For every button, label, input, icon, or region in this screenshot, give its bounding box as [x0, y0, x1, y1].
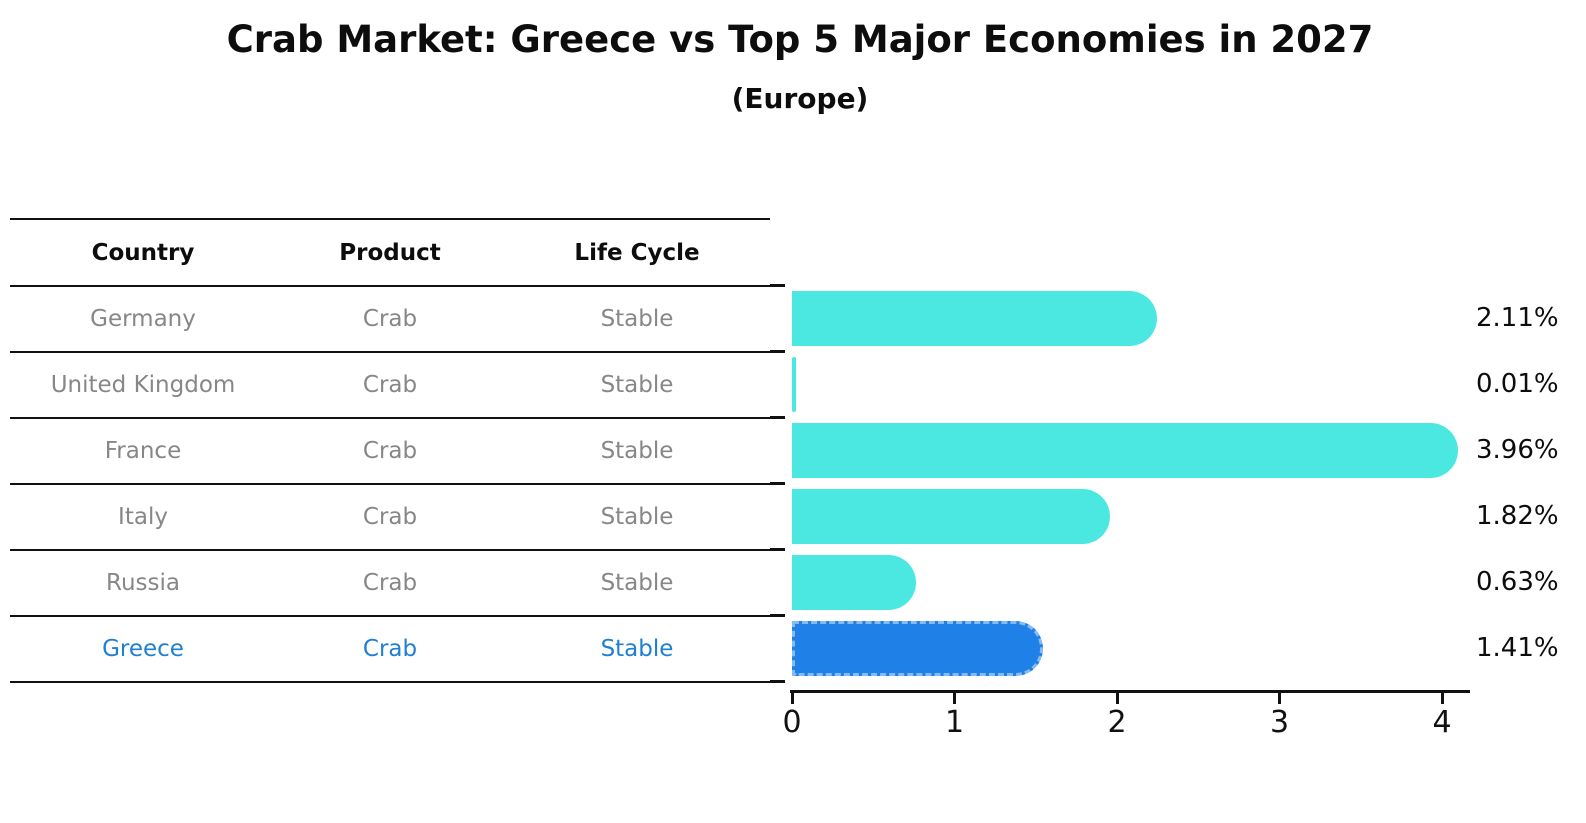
life-cycle-cell: Stable	[600, 438, 674, 464]
chart-title: Crab Market: Greece vs Top 5 Major Econo…	[226, 18, 1374, 61]
country-cell: Greece	[102, 636, 184, 662]
product-cell: Crab	[362, 306, 418, 332]
y-axis-tick	[770, 548, 785, 551]
value-label-france: 3.96%	[1476, 435, 1559, 465]
table-row-greece: Greece Crab Stable	[10, 617, 770, 683]
product-cell: Crab	[362, 570, 418, 596]
bar-france	[792, 423, 1458, 478]
x-tick-label: 3	[1269, 705, 1290, 740]
product-cell: Crab	[362, 636, 418, 662]
y-axis-tick	[770, 614, 785, 617]
product-cell: Crab	[362, 372, 418, 398]
country-cell: France	[104, 438, 182, 464]
bar-russia	[792, 555, 917, 610]
life-cycle-cell: Stable	[600, 306, 674, 332]
value-label-italy: 1.82%	[1476, 501, 1559, 531]
table-row-france: France Crab Stable	[10, 419, 770, 485]
column-header-life-cycle: Life Cycle	[574, 239, 700, 266]
country-cell: United Kingdom	[50, 372, 236, 398]
table-row-germany: Germany Crab Stable	[10, 287, 770, 353]
bar-united-kingdom	[792, 357, 796, 412]
x-tick-label: 1	[944, 705, 965, 740]
product-cell: Crab	[362, 438, 418, 464]
table-row-russia: Russia Crab Stable	[10, 551, 770, 617]
country-cell: Germany	[90, 306, 196, 332]
y-axis-tick	[770, 416, 785, 419]
life-cycle-cell: Stable	[600, 504, 674, 530]
x-axis-tick	[953, 693, 956, 704]
x-tick-label: 4	[1432, 705, 1452, 740]
y-axis-tick	[770, 284, 785, 287]
column-header-product: Product	[339, 239, 441, 266]
life-cycle-cell: Stable	[600, 636, 674, 662]
value-label-united-kingdom: 0.01%	[1476, 369, 1559, 399]
country-cell: Russia	[106, 570, 180, 596]
life-cycle-cell: Stable	[600, 372, 674, 398]
table-row-united-kingdom: United Kingdom Crab Stable	[10, 353, 770, 419]
y-axis-tick	[770, 482, 785, 485]
product-cell: Crab	[362, 504, 418, 530]
country-cell: Italy	[118, 504, 168, 530]
life-cycle-cell: Stable	[600, 570, 674, 596]
table-row-italy: Italy Crab Stable	[10, 485, 770, 551]
x-axis-tick	[790, 693, 794, 704]
x-axis-tick	[1115, 693, 1119, 704]
value-label-greece: 1.41%	[1476, 633, 1559, 663]
table-header-row: Country Product Life Cycle	[10, 220, 770, 287]
country-table: Country Product Life Cycle Germany Crab St…	[10, 218, 770, 683]
plot-area: 0 1 2 3 4	[770, 284, 1470, 740]
bar-italy	[792, 489, 1110, 544]
bar-greece	[792, 621, 1044, 676]
x-axis-tick	[1440, 693, 1444, 704]
y-axis-tick	[770, 350, 785, 353]
x-axis-line	[790, 690, 1470, 693]
value-label-russia: 0.63%	[1476, 567, 1559, 597]
bar-germany	[792, 291, 1157, 346]
x-tick-label: 0	[782, 705, 802, 740]
x-axis-tick	[1278, 693, 1281, 704]
column-header-country: Country	[91, 239, 195, 266]
chart-subtitle: (Europe)	[731, 82, 869, 115]
y-axis-tick	[770, 680, 785, 683]
value-label-germany: 2.11%	[1476, 303, 1559, 333]
x-tick-label: 2	[1107, 705, 1127, 740]
